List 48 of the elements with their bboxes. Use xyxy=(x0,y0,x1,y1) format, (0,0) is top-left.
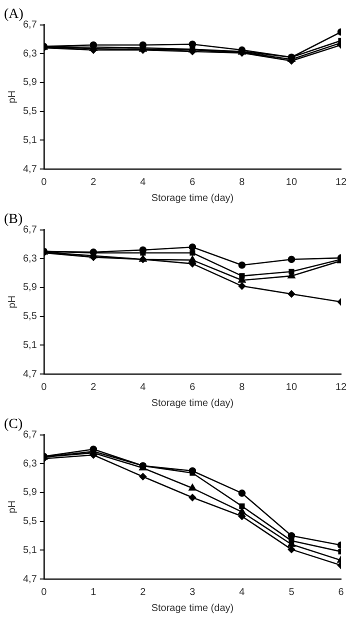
x-tick-label: 6 xyxy=(190,382,196,393)
y-tick-label: 5,1 xyxy=(22,340,38,351)
x-tick-label: 4 xyxy=(140,176,146,188)
y-tick-label: 4,7 xyxy=(22,368,38,380)
chart-title: (C) xyxy=(4,417,23,432)
y-tick-label: 5,9 xyxy=(22,282,38,294)
x-tick-label: 12 xyxy=(335,176,347,188)
x-tick-label: 4 xyxy=(239,586,246,598)
x-tick-label: 3 xyxy=(190,586,196,598)
x-axis-title: Storage time (day) xyxy=(151,192,234,204)
chart-title: (B) xyxy=(4,212,23,228)
y-tick-label: 5,9 xyxy=(22,487,38,498)
x-tick-label: 2 xyxy=(90,382,97,393)
x-tick-label: 5 xyxy=(288,586,295,598)
x-tick-label: 4 xyxy=(140,382,146,393)
y-tick-label: 5,5 xyxy=(22,311,38,322)
x-tick-label: 0 xyxy=(41,382,48,393)
y-tick-label: 5,5 xyxy=(22,516,38,528)
x-tick-label: 2 xyxy=(90,176,97,188)
x-tick-label: 2 xyxy=(140,586,146,598)
x-tick-label: 6 xyxy=(190,176,196,188)
y-tick-label: 4,7 xyxy=(22,164,38,175)
y-tick-label: 6,3 xyxy=(22,458,38,470)
y-tick-label: 5,1 xyxy=(22,134,38,146)
y-axis-title: pH xyxy=(6,296,18,308)
x-tick-label: 0 xyxy=(41,176,48,188)
y-tick-label: 5,1 xyxy=(22,544,38,556)
x-tick-label: 10 xyxy=(286,382,298,393)
x-tick-label: 12 xyxy=(335,382,347,393)
x-tick-label: 10 xyxy=(286,176,298,188)
y-axis-title: pH xyxy=(6,90,18,104)
x-axis-title: Storage time (day) xyxy=(151,398,234,409)
y-axis-title: pH xyxy=(6,500,18,514)
x-axis-title: Storage time (day) xyxy=(151,602,234,614)
y-tick-label: 6,3 xyxy=(22,48,38,60)
y-tick-label: 6,7 xyxy=(22,224,38,236)
x-tick-label: 0 xyxy=(41,586,48,598)
x-tick-label: 8 xyxy=(239,176,246,188)
y-tick-label: 4,7 xyxy=(22,574,38,585)
y-tick-label: 6,7 xyxy=(22,430,38,441)
y-tick-label: 5,5 xyxy=(22,106,38,118)
chart-title: (A) xyxy=(4,7,24,22)
y-tick-label: 6,7 xyxy=(22,20,38,31)
x-tick-label: 6 xyxy=(338,586,344,598)
x-tick-label: 8 xyxy=(239,382,246,393)
x-tick-label: 1 xyxy=(90,586,97,598)
y-tick-label: 6,3 xyxy=(22,253,38,264)
y-tick-label: 5,9 xyxy=(22,77,38,88)
